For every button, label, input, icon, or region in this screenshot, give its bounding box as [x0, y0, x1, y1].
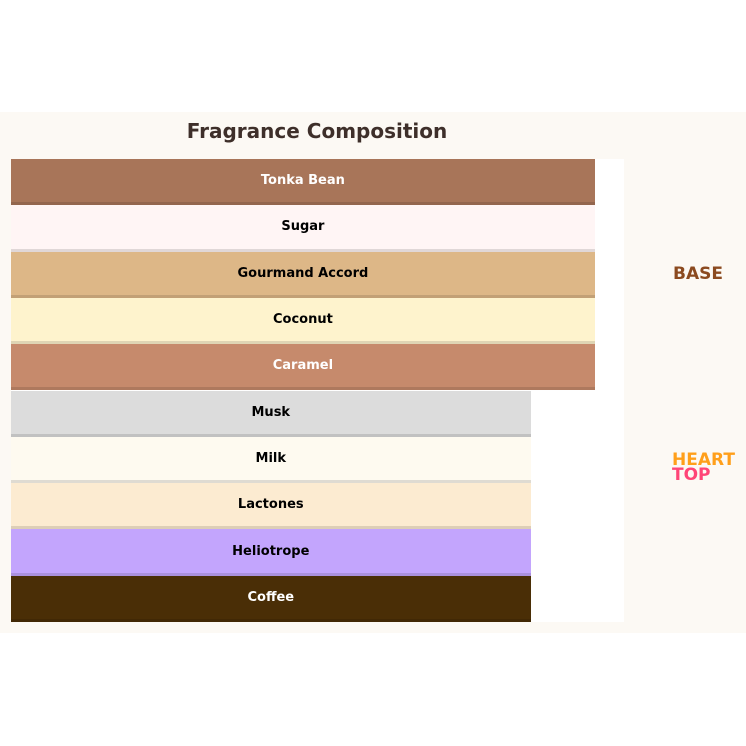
bar-coffee: Coffee — [11, 575, 531, 622]
plot-area: Tonka Bean Sugar Gourmand Accord Coconut Car… — [11, 159, 624, 622]
bar-label: Gourmand Accord — [237, 265, 369, 281]
tier-label-base: BASE — [673, 264, 723, 284]
bar-caramel: Caramel — [11, 344, 595, 391]
bar-gourmand-accord: Gourmand Accord — [11, 251, 595, 298]
bar-heliotrope: Heliotrope — [11, 529, 531, 576]
bar-coconut: Coconut — [11, 297, 595, 345]
bar-label: Musk — [251, 404, 291, 420]
bar-label: Tonka Bean — [260, 173, 345, 189]
bar-tonka-bean: Tonka Bean — [11, 159, 595, 206]
bar-lactones: Lactones — [11, 483, 531, 530]
bar-label: Lactones — [237, 497, 304, 513]
bar-label: Caramel — [272, 358, 334, 374]
bar-label: Heliotrope — [232, 543, 310, 559]
bar-musk: Musk — [11, 390, 531, 437]
bar-label: Coffee — [247, 589, 295, 605]
tier-label-heart: HEART — [672, 450, 735, 470]
tier-label-top: TOP — [672, 465, 711, 485]
bar-sugar: Sugar — [11, 205, 595, 252]
bar-milk: Milk — [11, 436, 531, 484]
chart-title: Fragrance Composition — [186, 119, 448, 143]
bar-label: Coconut — [272, 312, 333, 328]
bar-label: Sugar — [281, 219, 325, 235]
bar-label: Milk — [255, 450, 287, 466]
